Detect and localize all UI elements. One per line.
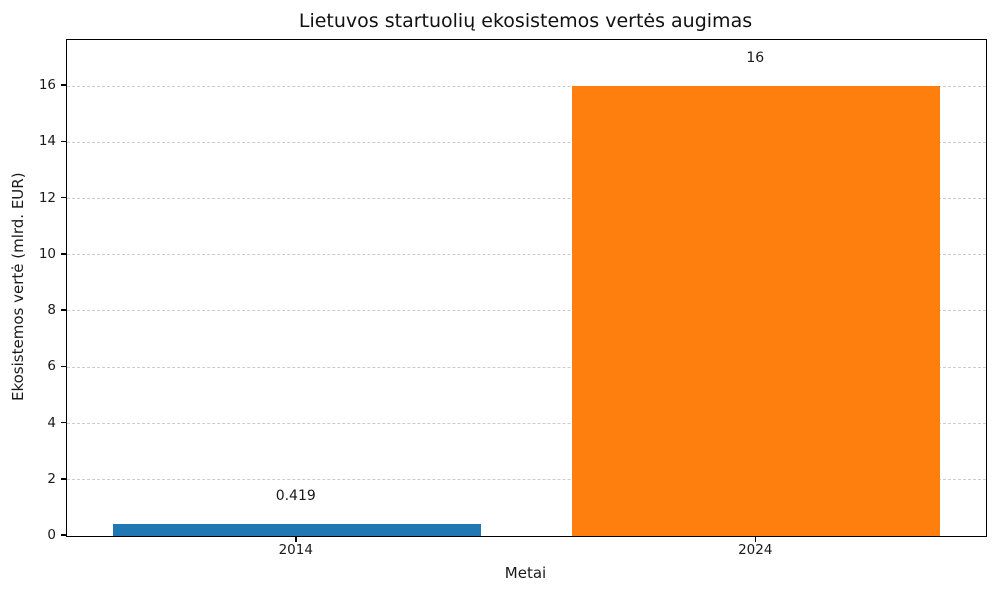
y-tick-mark bbox=[60, 365, 66, 368]
y-gridline bbox=[67, 254, 986, 256]
y-gridline bbox=[67, 85, 986, 87]
y-gridline bbox=[67, 479, 986, 481]
y-tick-label: 8 bbox=[47, 302, 56, 319]
x-tick-label: 2014 bbox=[278, 542, 313, 558]
y-tick-mark bbox=[60, 84, 66, 86]
y-tick-mark bbox=[60, 421, 66, 424]
y-gridline bbox=[67, 197, 986, 199]
y-tick-mark bbox=[60, 140, 66, 143]
bar-2024 bbox=[572, 86, 941, 536]
y-tick-label: 6 bbox=[47, 358, 56, 375]
x-tick-label: 2024 bbox=[738, 542, 773, 558]
y-axis-label: Ekosistemos vertė (mlrd. EUR) bbox=[9, 172, 27, 402]
y-tick-label: 4 bbox=[47, 414, 56, 431]
y-gridline bbox=[67, 422, 986, 424]
y-tick-label: 2 bbox=[47, 470, 56, 487]
bar-value-label: 0.419 bbox=[275, 488, 316, 505]
chart-title: Lietuvos startuolių ekosistemos vertės a… bbox=[298, 10, 753, 32]
y-gridline bbox=[67, 366, 986, 368]
bar-value-label: 16 bbox=[746, 50, 765, 67]
y-tick-label: 10 bbox=[38, 245, 56, 262]
x-tick-mark bbox=[295, 536, 297, 542]
x-tick-mark bbox=[754, 536, 756, 542]
x-axis-label: Metai bbox=[504, 564, 547, 582]
y-gridline bbox=[67, 310, 986, 312]
plot-area bbox=[66, 39, 987, 537]
y-tick-mark bbox=[60, 309, 66, 311]
bar-2014 bbox=[112, 524, 481, 536]
y-gridline bbox=[67, 141, 986, 143]
y-tick-label: 12 bbox=[38, 189, 56, 206]
y-tick-label: 0 bbox=[47, 527, 56, 543]
y-tick-mark bbox=[60, 534, 66, 536]
y-tick-mark bbox=[60, 478, 66, 480]
y-tick-mark bbox=[60, 196, 66, 199]
y-tick-mark bbox=[60, 253, 66, 255]
y-tick-label: 14 bbox=[38, 133, 56, 150]
y-tick-label: 16 bbox=[38, 77, 56, 94]
